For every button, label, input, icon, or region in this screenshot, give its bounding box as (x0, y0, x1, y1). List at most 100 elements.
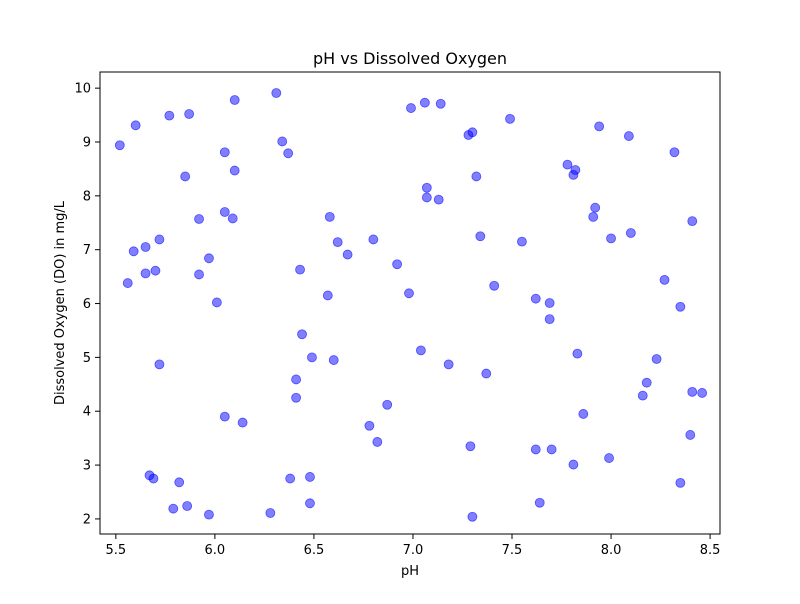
scatter-point (625, 228, 636, 238)
scatter-point (562, 159, 573, 170)
scatter-point (271, 88, 282, 98)
scatter-point (697, 388, 708, 398)
scatter-point (415, 345, 426, 356)
scatter-point (128, 246, 139, 257)
x-axis-ticks: 5.5 6.0 6.5 7.0 7.5 8.0 8.5 (106, 534, 720, 558)
scatter-point (227, 213, 238, 224)
scatter-point (572, 348, 583, 359)
scatter-point (517, 236, 527, 247)
points-layer (114, 88, 708, 522)
y-tick-label: 10 (74, 82, 91, 97)
scatter-point (154, 234, 165, 245)
scatter-point (194, 269, 204, 280)
x-tick-label: 5.5 (106, 543, 127, 558)
scatter-point (164, 110, 175, 121)
scatter-point (184, 109, 195, 119)
scatter-point (544, 298, 555, 308)
scatter-point (651, 354, 662, 364)
chart-title: pH vs Dissolved Oxygen (313, 49, 507, 68)
scatter-point (392, 259, 403, 270)
scatter-point (530, 293, 541, 304)
scatter-point (641, 377, 652, 388)
scatter-point (154, 359, 165, 370)
scatter-point (481, 368, 492, 379)
scatter-point (588, 211, 599, 222)
scatter-point (637, 390, 648, 401)
y-tick-label: 3 (83, 459, 91, 474)
scatter-point (505, 113, 515, 124)
scatter-point (150, 265, 161, 276)
scatter-point (546, 444, 557, 455)
scatter-point (465, 441, 476, 452)
scatter-point (219, 411, 230, 422)
scatter-point (568, 459, 579, 470)
scatter-point (443, 359, 454, 370)
scatter-point (168, 503, 179, 514)
scatter-point (219, 147, 230, 158)
x-tick-label: 7.0 (403, 543, 424, 558)
scatter-point (265, 508, 276, 518)
scatter-point (328, 355, 339, 365)
x-tick-label: 7.5 (502, 543, 523, 558)
scatter-point (283, 148, 294, 159)
scatter-point (140, 268, 151, 279)
scatter-point (669, 147, 680, 158)
scatter-point (291, 392, 302, 403)
scatter-point (604, 453, 614, 463)
scatter-point (590, 202, 601, 213)
scatter-point (623, 131, 634, 141)
scatter-point (534, 497, 545, 508)
scatter-point (435, 98, 446, 109)
scatter-point (530, 444, 541, 455)
scatter-point (324, 211, 335, 222)
y-tick-label: 5 (83, 351, 91, 366)
scatter-point (211, 297, 222, 308)
scatter-point (182, 501, 193, 511)
scatter-point (122, 278, 133, 288)
scatter-point (305, 472, 315, 482)
scatter-point (471, 171, 482, 182)
y-tick-label: 8 (83, 189, 91, 204)
scatter-point (404, 288, 414, 299)
y-tick-label: 9 (83, 136, 91, 151)
scatter-point (130, 120, 141, 131)
scatter-point (180, 171, 191, 182)
scatter-point (687, 216, 698, 227)
y-tick-label: 4 (83, 405, 91, 420)
scatter-point (342, 249, 353, 260)
scatter-point (148, 473, 159, 484)
scatter-point (229, 95, 240, 105)
scatter-point (675, 301, 686, 312)
y-tick-label: 2 (83, 512, 91, 527)
scatter-point (421, 182, 432, 193)
scatter-point (544, 314, 555, 325)
scatter-point (322, 290, 333, 301)
scatter-point (297, 329, 307, 340)
scatter-point (305, 498, 315, 509)
scatter-point (659, 274, 670, 285)
scatter-point (421, 192, 432, 203)
scatter-point (295, 264, 305, 275)
scatter-point (307, 352, 317, 363)
scatter-point (174, 477, 185, 488)
plot-frame (99, 71, 721, 535)
scatter-point (570, 165, 581, 175)
scatter-point (382, 399, 393, 410)
scatter-point (285, 473, 296, 484)
scatter-point (419, 97, 430, 108)
scatter-point (204, 509, 214, 520)
scatter-point (140, 242, 151, 252)
plot-area (100, 72, 720, 534)
scatter-point (372, 437, 383, 447)
y-tick-label: 7 (83, 243, 91, 258)
scatter-point (489, 280, 500, 291)
scatter-point (406, 103, 416, 113)
x-tick-label: 8.0 (601, 543, 622, 558)
x-tick-label: 6.0 (205, 543, 226, 558)
scatter-point (229, 165, 240, 176)
scatter-point (114, 140, 125, 151)
scatter-point (467, 127, 478, 138)
scatter-point (687, 386, 698, 397)
